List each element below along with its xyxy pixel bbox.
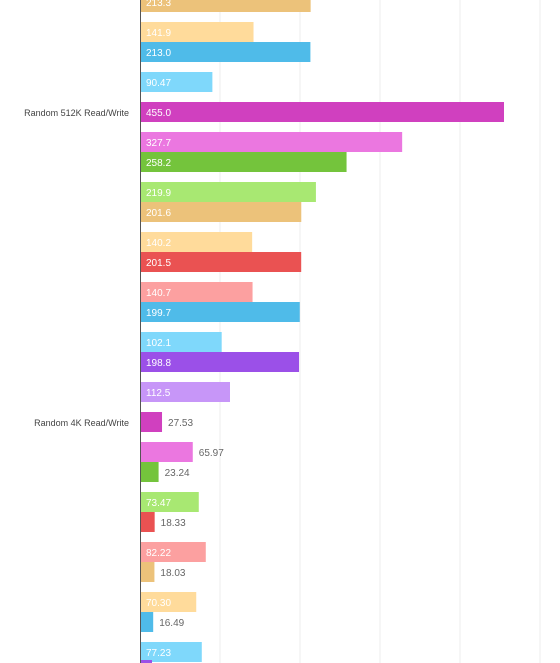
read-bar (140, 462, 159, 482)
write-bar-label: 65.97 (199, 448, 224, 459)
read-bar (140, 512, 155, 532)
read-bar (140, 0, 311, 12)
write-bar (140, 332, 222, 352)
write-bar (140, 642, 202, 662)
read-bar (140, 152, 347, 172)
write-bar-label: 141.9 (146, 28, 171, 39)
write-bar (140, 542, 206, 562)
bars: 213.3 141.9 213.0 90.47 455.0 327.7 258.2 219.9… (140, 0, 504, 663)
write-bar (140, 72, 213, 92)
write-bar (140, 592, 197, 612)
write-bar-label: 70.30 (146, 598, 171, 609)
read-bar-label: 198.8 (146, 358, 171, 369)
read-bar-label: 23.24 (165, 468, 190, 479)
write-bar (140, 492, 199, 512)
write-bar-label: 327.7 (146, 138, 171, 149)
write-bar-label: 219.9 (146, 188, 171, 199)
write-bar-label: 140.7 (146, 288, 171, 299)
read-bar-label: 213.3 (146, 0, 171, 9)
read-bar (140, 612, 154, 632)
write-bar-label: 140.2 (146, 238, 171, 249)
read-bar-label: 455.0 (146, 108, 171, 119)
read-bar (140, 562, 155, 582)
write-bar (140, 232, 253, 252)
group-label: Random 512K Read/Write (24, 108, 129, 118)
read-bar (140, 202, 302, 222)
read-bar-label: 18.03 (160, 568, 185, 579)
read-bar (140, 102, 504, 122)
group-label: Random 4K Read/Write (34, 418, 129, 428)
read-bar-label: 258.2 (146, 158, 171, 169)
write-bar-label: 102.1 (146, 338, 171, 349)
read-bar-label: 18.33 (161, 518, 186, 529)
read-bar-label: 201.6 (146, 208, 171, 219)
write-bar-label: 73.47 (146, 498, 171, 509)
write-bar (140, 182, 316, 202)
read-bar-label: 213.0 (146, 48, 171, 59)
read-bar (140, 42, 311, 62)
read-bar-label: 16.49 (159, 618, 184, 629)
write-bar (140, 282, 253, 302)
gridlines (219, 0, 541, 663)
read-bar-label: 199.7 (146, 308, 171, 319)
read-bar-label: 201.5 (146, 258, 171, 269)
write-bar (140, 382, 230, 402)
write-bar-label: 82.22 (146, 548, 171, 559)
write-bar-label: 90.47 (146, 78, 171, 89)
read-bar (140, 352, 300, 372)
read-bar-label: 27.53 (168, 418, 193, 429)
write-bar (140, 22, 254, 42)
read-bar (140, 252, 302, 272)
write-bar (140, 442, 193, 462)
write-bar-label: 77.23 (146, 648, 171, 659)
write-bar (140, 132, 403, 152)
read-bar (140, 302, 300, 322)
write-bar-label: 112.5 (146, 388, 171, 399)
partial-bar (140, 660, 152, 663)
read-bar (140, 412, 163, 432)
